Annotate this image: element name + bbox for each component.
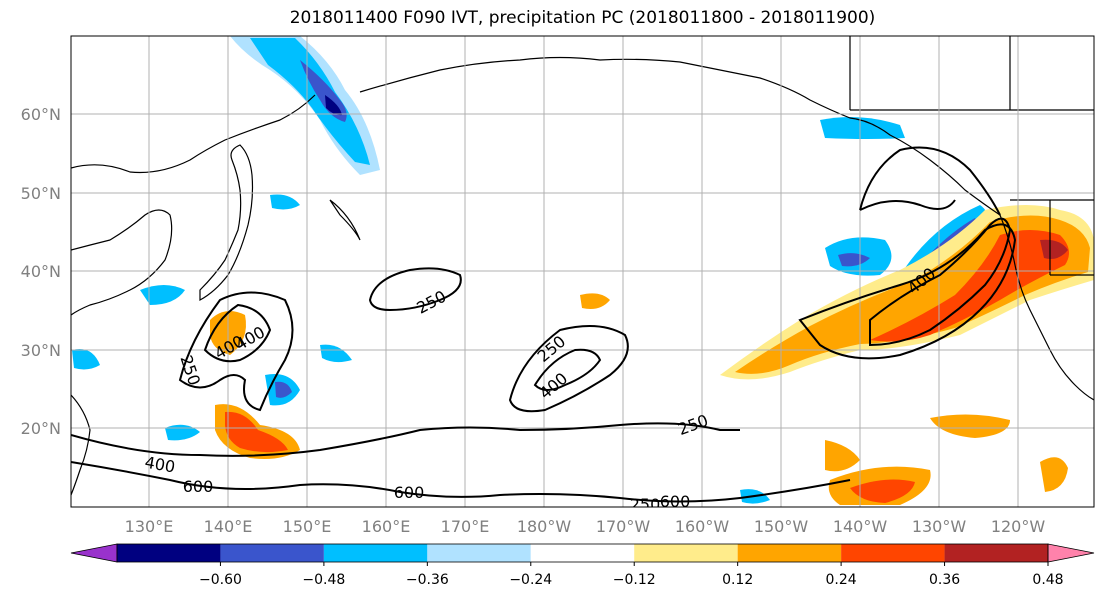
shade-trop-5 — [1040, 457, 1068, 492]
contour-label: 600 — [394, 483, 425, 502]
colorbar-swatch — [220, 544, 324, 562]
lon-label: 170°W — [596, 517, 651, 536]
colorbar-tick-label: −0.60 — [199, 572, 242, 588]
colorbar-tick-label: −0.48 — [302, 572, 345, 588]
graticule — [71, 36, 1094, 507]
colorbar-tick-label: −0.12 — [613, 572, 656, 588]
lat-label: 40°N — [21, 262, 61, 281]
lon-label: 150°W — [754, 517, 809, 536]
shade-trop-4 — [930, 414, 1010, 438]
shade-blue-patch-4 — [320, 344, 352, 363]
latitude-labels: 60°N 50°N 40°N 30°N 20°N — [21, 105, 61, 438]
coast-korea-china — [71, 209, 173, 316]
colorbar-swatch — [634, 544, 738, 562]
contour-400-west — [203, 303, 272, 363]
shade-blue-patch-3 — [275, 381, 292, 398]
contour-250-ar — [859, 146, 1001, 216]
lon-label: 160°W — [675, 517, 730, 536]
lat-label: 60°N — [21, 105, 61, 124]
coast-south-china — [71, 394, 91, 496]
lon-label: 150°E — [283, 517, 332, 536]
colorbar-swatch — [323, 544, 428, 562]
shade-blue-patch-1 — [140, 285, 185, 305]
precipitation-shading — [72, 36, 1094, 505]
colorbar-tick-label: −0.36 — [406, 572, 449, 588]
coastlines — [71, 36, 1094, 496]
contour-400-east — [533, 348, 602, 391]
contour-label: 250 — [630, 495, 661, 514]
shade-trop-3 — [850, 479, 915, 503]
shade-gulf-alaska — [820, 116, 905, 139]
shade-blue-patch-6 — [270, 194, 300, 210]
colorbar-swatch — [427, 544, 531, 562]
contour-250-ar-outer — [798, 223, 1017, 360]
shade-ar-4 — [1040, 239, 1068, 259]
contour-250-east — [508, 325, 629, 413]
colorbar-tick-label: 0.36 — [929, 572, 960, 588]
colorbar-swatch — [737, 544, 842, 562]
borders-north-america — [849, 36, 1094, 276]
colorbar: −0.60 −0.48 −0.36 −0.24 −0.12 0.12 0.24 0.36 0.4… — [70, 543, 1095, 588]
lon-label: 140°E — [204, 517, 253, 536]
colorbar-tick-label: 0.48 — [1032, 572, 1063, 588]
lat-label: 50°N — [21, 184, 61, 203]
colorbar-tick-label: −0.24 — [509, 572, 552, 588]
lat-label: 30°N — [21, 341, 61, 360]
contour-250-central — [368, 267, 462, 312]
shade-kamchatka-4 — [325, 95, 342, 116]
colorbar-tick-label: 0.24 — [826, 572, 857, 588]
contour-label: 600 — [183, 477, 214, 496]
colorbar-swatch — [117, 544, 221, 562]
shade-ar-3 — [870, 230, 1069, 342]
lon-label: 140°W — [833, 517, 888, 536]
shade-ne-pacific-2 — [838, 253, 870, 267]
contour-400-ar — [869, 217, 1012, 347]
lon-label: 170°E — [441, 517, 490, 536]
lon-label: 160°E — [362, 517, 411, 536]
contour-250-west — [178, 291, 294, 412]
coast-japan — [199, 144, 254, 302]
colorbar-tick-label: 0.12 — [722, 572, 753, 588]
colorbar-swatch — [530, 544, 635, 562]
contour-600-south — [71, 461, 851, 503]
colorbar-outline — [116, 543, 1049, 563]
shade-blue-patch-5 — [72, 349, 100, 370]
contour-400-south — [71, 422, 740, 457]
shade-mid-pacific — [580, 293, 610, 309]
coast-north-america — [359, 56, 1094, 401]
colorbar-swatch — [944, 544, 1048, 562]
shade-trop-1 — [825, 440, 860, 472]
lon-label: 180°W — [517, 517, 572, 536]
shade-blue-patch-7 — [165, 424, 200, 441]
longitude-labels: 130°E 140°E 150°E 160°E 170°E 180°W 170°W 160°W… — [125, 517, 1046, 536]
lon-label: 120°W — [991, 517, 1046, 536]
ivt-contours — [71, 146, 1017, 503]
shade-subtrop-west-2 — [225, 411, 288, 453]
shade-kamchatka-2 — [250, 38, 370, 165]
contour-label: 600 — [660, 492, 691, 511]
map-frame — [70, 35, 1095, 508]
coast-asia-north — [71, 94, 316, 174]
colorbar-swatch — [841, 544, 945, 562]
lat-label: 20°N — [21, 419, 61, 438]
lon-label: 130°E — [125, 517, 174, 536]
colorbar-extend-low — [70, 543, 118, 563]
lon-label: 130°W — [912, 517, 967, 536]
coast-kuril — [329, 199, 361, 241]
map-title: 2018011400 F090 IVT, precipitation PC (2… — [289, 8, 876, 28]
colorbar-extend-high — [1047, 543, 1095, 563]
